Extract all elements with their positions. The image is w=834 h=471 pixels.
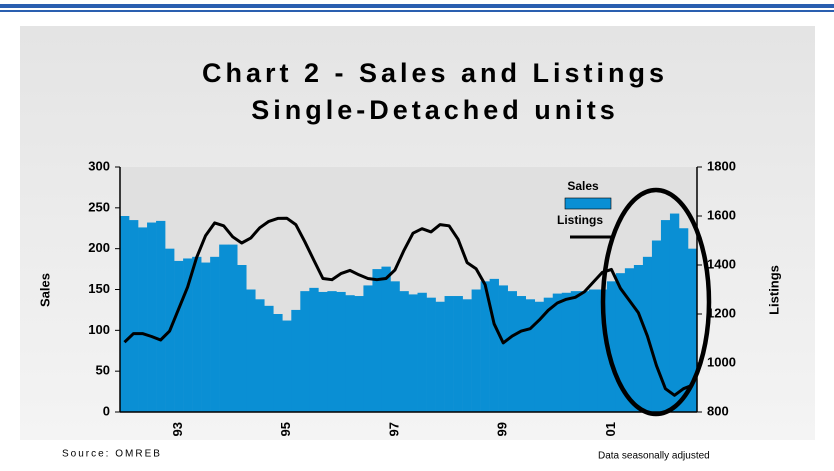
bar — [552, 293, 563, 412]
y-tick-label: 100 — [88, 322, 110, 337]
y-tick-label: 150 — [88, 281, 110, 296]
bar — [462, 299, 472, 412]
y-tick-label: 300 — [88, 158, 110, 173]
bar — [669, 213, 680, 412]
y2-tick-label: 1000 — [707, 354, 736, 369]
header-bar — [0, 4, 834, 8]
bar — [273, 314, 283, 412]
bar — [219, 244, 229, 412]
bar — [417, 292, 427, 412]
bar — [147, 222, 157, 412]
bar — [597, 289, 608, 412]
y2-tick-label: 800 — [707, 403, 729, 418]
bar — [678, 228, 689, 412]
bar — [489, 278, 499, 412]
bar — [345, 295, 355, 412]
chart-title: Chart 2 - Sales and Listings — [202, 58, 668, 88]
note: Data seasonally adjusted — [598, 451, 710, 462]
bar — [228, 244, 238, 412]
bar — [183, 258, 193, 412]
bar — [471, 289, 481, 412]
bar — [201, 262, 211, 412]
bar — [651, 240, 662, 412]
bar — [192, 256, 202, 412]
y2-tick-label: 1400 — [707, 256, 736, 271]
bar — [525, 299, 536, 412]
bar — [561, 292, 572, 412]
bar — [453, 296, 463, 412]
bar — [615, 273, 626, 412]
bar — [363, 285, 373, 412]
bar — [174, 260, 184, 412]
bar — [570, 291, 581, 412]
x-tick-label: 01 — [603, 422, 618, 436]
highlight-ellipse — [600, 187, 712, 417]
bar — [507, 291, 517, 412]
bar — [399, 291, 409, 412]
bar — [426, 297, 436, 412]
bar — [498, 285, 508, 412]
y2-tick-label: 1600 — [707, 207, 736, 222]
header-bar — [0, 10, 834, 12]
bar — [606, 281, 617, 412]
bar — [156, 220, 166, 412]
bar — [579, 291, 590, 412]
y2-tick-label: 1800 — [707, 158, 736, 173]
bar — [480, 281, 490, 412]
bar — [237, 265, 247, 412]
bar — [543, 297, 554, 412]
legend-label: Sales — [567, 179, 599, 193]
bar — [336, 291, 346, 412]
bar — [309, 287, 319, 412]
source: Source: OMREB — [62, 449, 162, 460]
bar — [129, 220, 139, 412]
y-tick-label: 200 — [88, 240, 110, 255]
y-tick-label: 50 — [96, 363, 110, 378]
bar — [210, 256, 220, 412]
bar — [354, 296, 364, 412]
bar — [327, 291, 337, 412]
x-tick-label: 99 — [495, 422, 510, 436]
bar — [408, 294, 418, 412]
x-tick-label: 97 — [386, 422, 401, 436]
bar — [588, 289, 599, 412]
bar — [390, 281, 400, 412]
y-axis-label: Sales — [37, 273, 52, 307]
bar — [264, 305, 274, 412]
bar — [687, 248, 698, 412]
bar — [444, 296, 454, 412]
bar — [372, 269, 382, 412]
bar — [282, 320, 292, 412]
bar — [120, 216, 130, 412]
y2-tick-label: 1200 — [707, 305, 736, 320]
bar — [633, 265, 644, 412]
bar — [624, 268, 635, 412]
y-tick-label: 250 — [88, 199, 110, 214]
x-tick-label: 93 — [170, 422, 185, 436]
legend-swatch — [564, 197, 612, 210]
bar — [300, 291, 310, 412]
bar — [246, 289, 256, 412]
bar — [534, 301, 545, 412]
y2-axis-label: Listings — [766, 265, 781, 315]
bar — [435, 301, 445, 412]
bar — [660, 220, 671, 412]
bar — [381, 266, 391, 412]
bar — [138, 227, 148, 412]
bar — [318, 291, 328, 412]
bar — [291, 309, 301, 412]
line — [123, 216, 694, 397]
y-tick-label: 0 — [103, 403, 110, 418]
bar — [255, 299, 265, 412]
chart-subtitle: Single-Detached units — [251, 95, 619, 125]
x-tick-label: 95 — [278, 422, 293, 436]
bar — [516, 296, 527, 412]
legend-label: Listings — [557, 213, 603, 227]
